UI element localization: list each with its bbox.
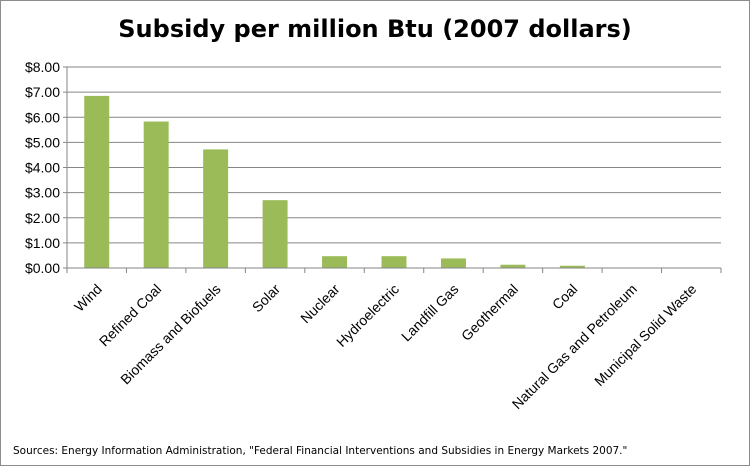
bar (143, 121, 169, 269)
bar (440, 258, 466, 268)
x-tick-label: Coal (549, 281, 581, 313)
bar-chart: $0.00 $1.00 $2.00 $3.00 $4.00 $5.00 $6.00 $7.00… (25, 59, 722, 412)
x-tick-label: Municipal Solid Waste (591, 281, 699, 389)
x-tick-label: Biomass and Biofuels (117, 281, 224, 388)
bar (203, 149, 229, 268)
bar (381, 256, 407, 268)
x-tick-label: Nuclear (297, 281, 343, 327)
y-tick-label: $1.00 (25, 235, 60, 251)
chart-title: Subsidy per million Btu (2007 dollars) (118, 15, 632, 43)
y-tick-label: $7.00 (25, 84, 60, 100)
bar (84, 95, 110, 268)
y-axis: $0.00 $1.00 $2.00 $3.00 $4.00 $5.00 $6.00 $7.00… (25, 59, 68, 276)
source-note: Sources: Energy Information Administrati… (13, 445, 628, 457)
y-tick-label: $4.00 (25, 160, 60, 176)
x-tick-label: Landfill Gas (398, 281, 462, 345)
y-tick-label: $2.00 (25, 210, 60, 226)
x-tick-label: Natural Gas and Petroleum (509, 281, 640, 412)
bar (559, 265, 585, 268)
y-tick-label: $0.00 (25, 260, 60, 276)
bar (322, 256, 348, 268)
y-tick-label: $5.00 (25, 134, 60, 150)
bars (84, 95, 585, 269)
x-tick-label: Geothermal (458, 281, 521, 344)
bar (500, 264, 526, 268)
bar (262, 200, 288, 268)
y-tick-label: $8.00 (25, 59, 60, 75)
x-tick-label: Hydroelectric (333, 281, 402, 350)
y-tick-label: $3.00 (25, 185, 60, 201)
y-tick-label: $6.00 (25, 109, 60, 125)
x-tick-label: Solar (249, 281, 284, 316)
x-tick-label: Wind (71, 281, 105, 315)
